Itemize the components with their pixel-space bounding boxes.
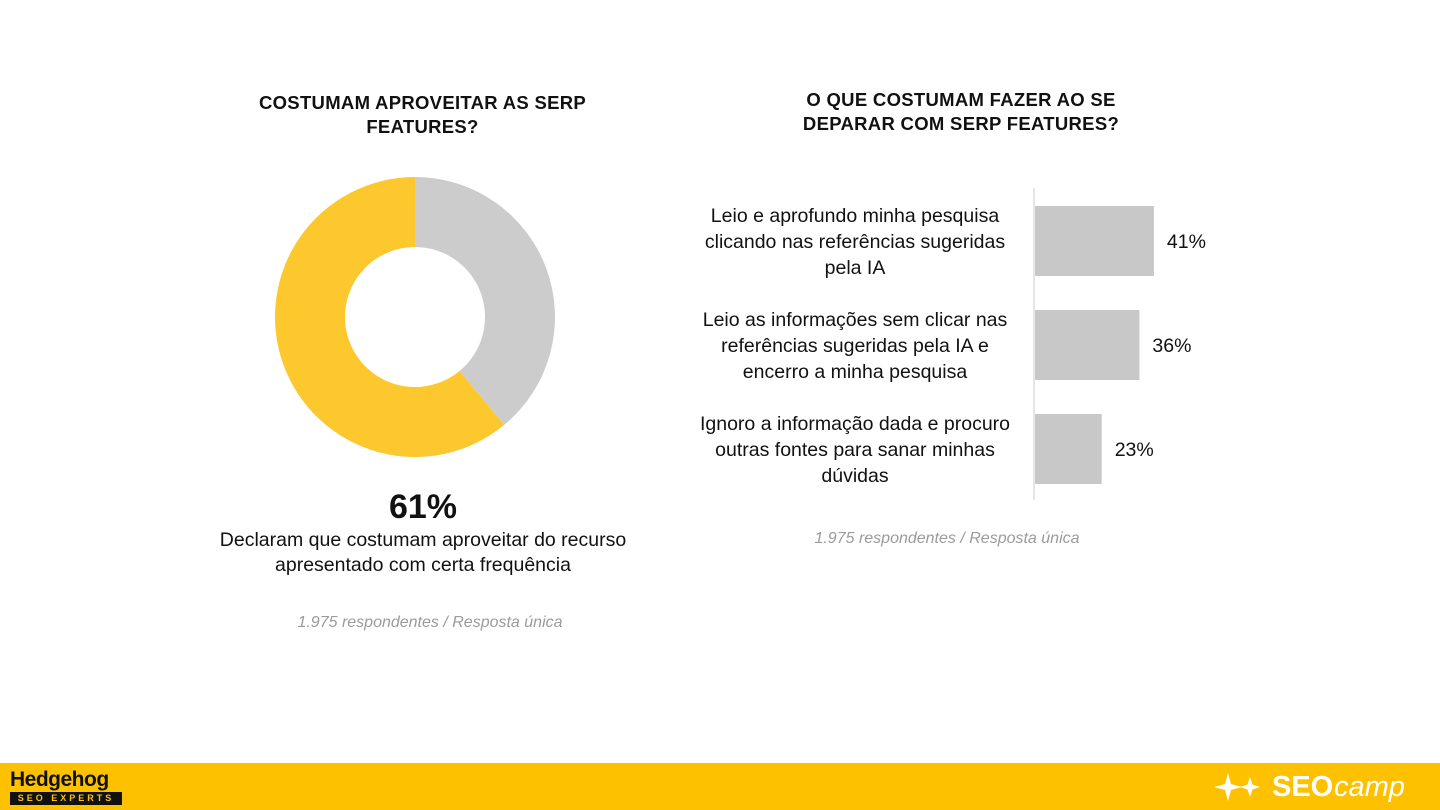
- seocamp-logo-seo: SEO: [1272, 771, 1334, 803]
- bar-category-label-2: Leio as informações sem clicar nas referê…: [703, 309, 1008, 383]
- sparkle-icon: [1214, 773, 1260, 801]
- seocamp-logo: SEO camp: [1212, 769, 1422, 805]
- bar-chart-title: O QUE COSTUMAM FAZER AO SE DEPARAR COM S…: [802, 89, 1120, 134]
- seocamp-logo-camp: camp: [1334, 771, 1405, 803]
- bar-value-label-3: 23%: [1115, 439, 1154, 461]
- footer-bar: Hedgehog SEO EXPERTS SEO camp: [0, 763, 1440, 810]
- highlight-percentage: 61%: [388, 488, 458, 526]
- bar-category-label-1: Leio e aprofundo minha pesquisa clicando …: [705, 205, 1006, 279]
- bar-2: [1035, 310, 1140, 380]
- bar-1: [1035, 206, 1154, 276]
- bar-value-label-2: 36%: [1152, 335, 1191, 357]
- bar-chart: 41% Leio e aprofundo minha pesquisa clican…: [700, 188, 1206, 500]
- donut-caption: Declaram que costumam aproveitar do recu…: [219, 529, 627, 576]
- donut-chart-title: COSTUMAM APROVEITAR AS SERP FEATURES?: [258, 92, 587, 137]
- left-source-note: 1.975 respondentes / Resposta única: [297, 614, 563, 631]
- bar-category-label-3: Ignoro a informação dada e procuro outras…: [700, 413, 1010, 487]
- bar-value-label-1: 41%: [1167, 231, 1206, 253]
- hedgehog-logo-name: Hedgehog: [10, 768, 109, 791]
- donut-slice-1: [275, 177, 505, 457]
- right-source-note: 1.975 respondentes / Resposta única: [814, 530, 1080, 547]
- hedgehog-logo-tagline: SEO EXPERTS: [10, 792, 122, 805]
- donut-chart: [275, 177, 555, 457]
- donut-slice-2: [415, 177, 555, 425]
- bar-3: [1035, 414, 1102, 484]
- hedgehog-logo: Hedgehog SEO EXPERTS: [8, 768, 126, 808]
